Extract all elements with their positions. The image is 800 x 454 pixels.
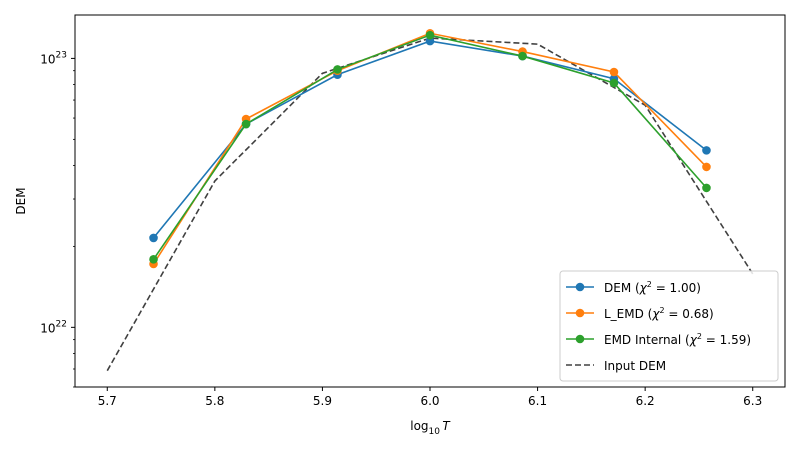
legend-marker [575,282,585,292]
legend-label: L_EMD (χ2 = 0.68) [604,306,714,321]
series-layer [106,28,754,372]
x-tick-label: 5.9 [313,394,332,408]
y-tick-label: 1023 [40,50,67,66]
data-point [149,233,158,243]
x-tick-label: 6.0 [420,394,439,408]
series-line [106,37,754,372]
data-point [609,67,619,77]
legend: DEM (χ2 = 1.00) L_EMD (χ2 = 0.68) EMD Inte… [559,270,779,382]
data-point [425,30,435,40]
x-tick-label: 5.7 [98,394,117,408]
x-tick-label: 5.8 [205,394,224,408]
legend-item: EMD Internal (χ2 = 1.59) [566,332,751,347]
legend-label: EMD Internal (χ2 = 1.59) [604,332,751,347]
legend-marker [575,334,585,344]
legend-item: DEM (χ2 = 1.00) [566,280,701,295]
x-tick-label: 6.3 [743,394,762,408]
legend-box [559,270,779,382]
y-axis-label: DEM [14,187,28,214]
series-line [152,34,708,260]
series-2 [149,28,711,269]
series-3 [149,30,711,264]
legend-label: DEM (χ2 = 1.00) [604,280,701,295]
data-point [609,78,619,88]
data-point [702,146,711,155]
data-point [702,162,711,172]
data-point [702,183,711,193]
x-tick-label: 6.1 [528,394,547,408]
series-4 [106,37,754,372]
data-point [333,65,342,74]
data-point [518,51,527,61]
x-axis-label: log10 T [410,419,451,437]
data-point [149,255,158,264]
legend-item: Input DEM [566,359,666,373]
x-tick-label: 6.2 [636,394,655,408]
data-point [241,119,251,129]
legend-marker [575,308,585,318]
x-axis-ticks: 5.7 5.8 5.9 6.0 6.1 6.2 6.3 [98,387,762,408]
data-point [425,36,435,46]
y-axis-ticks: 1022 1023 [40,50,75,388]
series-line [152,32,708,265]
legend-label: Input DEM [604,359,666,373]
y-tick-label: 1022 [40,319,67,335]
legend-item: L_EMD (χ2 = 0.68) [566,306,714,321]
series-line [152,40,707,239]
